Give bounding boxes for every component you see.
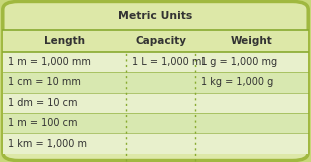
Text: 1 cm = 10 mm: 1 cm = 10 mm [8,77,81,87]
Bar [3,113,308,133]
Text: 1 L = 1,000 mL: 1 L = 1,000 mL [132,57,207,67]
Text: 1 dm = 10 cm: 1 dm = 10 cm [8,98,78,108]
Bar [3,93,308,113]
Text: 1 km = 1,000 m: 1 km = 1,000 m [8,139,87,149]
Text: Length: Length [44,36,85,46]
FancyBboxPatch shape [3,1,308,161]
Text: Weight: Weight [231,36,272,46]
Bar [3,72,308,93]
Text: Capacity: Capacity [135,36,186,46]
Text: 1 m = 1,000 mm: 1 m = 1,000 mm [8,57,91,67]
Text: 1 g = 1,000 mg: 1 g = 1,000 mg [201,57,277,67]
Bar [3,30,308,52]
Text: 1 m = 100 cm: 1 m = 100 cm [8,118,78,128]
Text: Metric Units: Metric Units [118,11,193,21]
Text: 1 kg = 1,000 g: 1 kg = 1,000 g [201,77,273,87]
Bar [3,52,308,72]
Bar [3,133,308,154]
